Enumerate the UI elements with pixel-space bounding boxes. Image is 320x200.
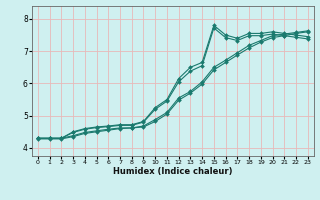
X-axis label: Humidex (Indice chaleur): Humidex (Indice chaleur) (113, 167, 233, 176)
